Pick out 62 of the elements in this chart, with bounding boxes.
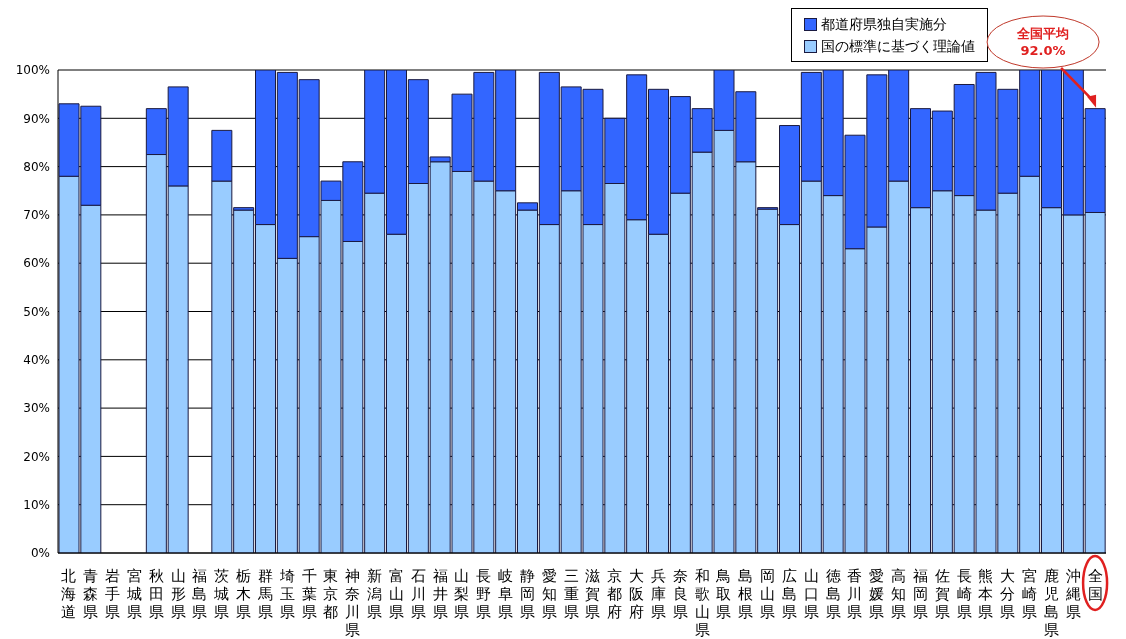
x-tick-label: 鳥取県	[715, 567, 732, 621]
x-tick-label: 長崎県	[956, 567, 972, 621]
x-tick-label: 福井県	[432, 567, 448, 621]
x-tick-label: 東京都	[323, 567, 339, 621]
y-tick-label: 10%	[23, 497, 50, 512]
x-tick-label: 秋田県	[148, 567, 164, 621]
x-tick-label: 北海道	[61, 567, 77, 621]
x-tick-label: 新潟県	[367, 567, 383, 621]
x-tick-label: 佐賀県	[934, 567, 950, 621]
x-tick-label: 福岡県	[912, 567, 928, 621]
x-tick-label: 広島県	[781, 567, 797, 621]
x-tick-label: 長野県	[476, 567, 492, 621]
x-tick-label: 山形県	[170, 567, 186, 621]
x-tick-label: 京都府	[607, 567, 623, 621]
y-tick-label: 0%	[30, 546, 50, 561]
x-tick-label: 奈良県	[672, 567, 688, 621]
x-tick-label: 茨城県	[213, 567, 230, 621]
x-tick-label: 熊本県	[978, 567, 994, 621]
y-tick-label: 40%	[23, 353, 50, 368]
y-tick-label: 90%	[23, 111, 50, 126]
x-tick-label: 島根県	[738, 567, 754, 621]
x-tick-label: 愛媛県	[869, 567, 885, 621]
x-tick-label: 宮城県	[125, 567, 142, 621]
y-tick-label: 50%	[23, 304, 50, 319]
x-tick-label: 大分県	[1000, 567, 1016, 621]
x-tick-label: 沖縄県	[1064, 567, 1081, 621]
y-tick-label: 80%	[23, 159, 50, 174]
x-tick-label: 香川県	[847, 567, 863, 621]
y-tick-label: 20%	[23, 449, 50, 464]
annotation: 全国平均 92.0%	[1016, 26, 1070, 58]
x-tick-label: 愛知県	[541, 567, 557, 621]
x-tick-label: 岐阜県	[498, 567, 514, 621]
x-tick-label: 高知県	[891, 567, 907, 621]
x-tick-label: 全国	[1087, 567, 1103, 603]
x-tick-label: 青森県	[83, 567, 99, 621]
y-tick-label: 60%	[23, 256, 50, 271]
x-tick-label: 鹿児島県	[1043, 567, 1059, 639]
x-tick-label: 福島県	[192, 567, 208, 621]
y-tick-label: 70%	[23, 208, 50, 223]
x-tick-label: 石川県	[410, 567, 426, 621]
x-tick-label: 静岡県	[519, 567, 535, 621]
x-tick-label: 千葉県	[301, 567, 317, 621]
x-tick-label: 山梨県	[454, 567, 470, 621]
y-tick-label: 30%	[23, 401, 50, 416]
x-tick-label: 徳島県	[825, 567, 841, 621]
x-tick-label: 兵庫県	[650, 567, 666, 621]
x-tick-label: 滋賀県	[585, 567, 601, 621]
x-tick-label: 埼玉県	[278, 567, 295, 621]
x-tick-label: 富山県	[388, 567, 404, 621]
legend-label: 都道府県独自実施分	[821, 15, 947, 34]
legend-label: 国の標準に基づく理論値	[821, 37, 975, 56]
x-tick-label: 岡山県	[760, 567, 776, 621]
x-tick-label: 神奈川県	[345, 567, 361, 639]
x-tick-label: 三重県	[563, 567, 579, 621]
x-tick-label: 群馬県	[256, 567, 273, 621]
y-tick-label: 100%	[15, 63, 50, 78]
x-tick-label: 和歌山県	[694, 567, 710, 639]
x-tick-label: 栃木県	[236, 567, 252, 621]
x-tick-label: 大阪府	[629, 567, 645, 621]
x-tick-label: 宮崎県	[1022, 567, 1038, 621]
x-tick-label: 岩手県	[105, 567, 121, 621]
x-tick-label: 山口県	[803, 567, 819, 621]
